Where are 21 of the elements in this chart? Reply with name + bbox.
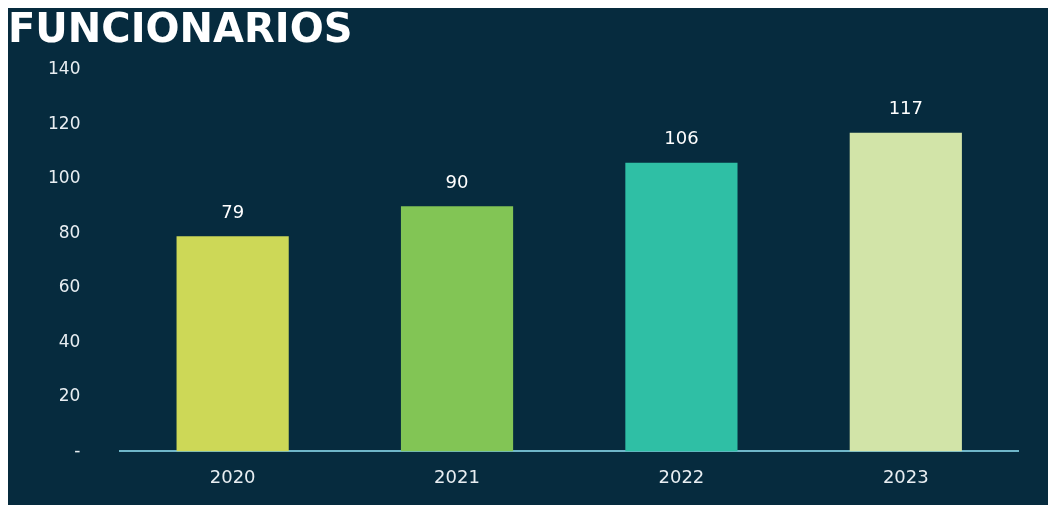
chart-title: FUNCIONARIOS xyxy=(8,5,353,52)
x-tick-label: 2020 xyxy=(209,465,256,487)
y-tick-label: 80 xyxy=(58,221,81,242)
data-label: 106 xyxy=(664,127,699,149)
y-tick-label: - xyxy=(74,439,81,460)
y-tick-label: 20 xyxy=(58,385,81,406)
x-tick-label: 2021 xyxy=(434,465,480,487)
bar xyxy=(849,132,962,452)
data-label: 90 xyxy=(445,170,469,192)
y-tick-label: 120 xyxy=(47,112,81,133)
x-tick-label: 2022 xyxy=(658,465,705,487)
y-tick-label: 60 xyxy=(58,276,81,297)
bar xyxy=(176,236,289,452)
bar xyxy=(400,206,514,452)
y-tick-label: 140 xyxy=(47,58,81,79)
y-tick-label: 40 xyxy=(58,330,81,351)
x-tick-label: 2023 xyxy=(882,465,929,487)
bar xyxy=(625,162,738,452)
data-label: 117 xyxy=(888,97,923,119)
y-tick-label: 100 xyxy=(47,167,81,188)
data-label: 79 xyxy=(221,200,245,222)
